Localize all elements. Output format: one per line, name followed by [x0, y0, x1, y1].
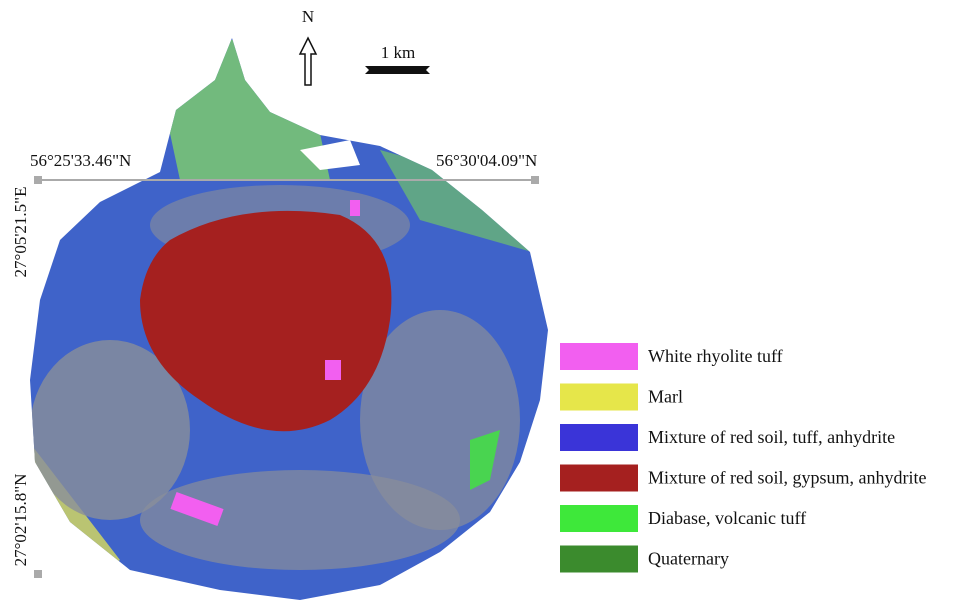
coordinate-label: 27°02'15.8"N — [11, 474, 30, 567]
legend: White rhyolite tuff Marl Mixture of red so… — [560, 343, 926, 573]
north-label: N — [302, 7, 314, 26]
legend-label: Mixture of red soil, gypsum, anhydrite — [648, 468, 926, 488]
map-figure: N 1 km 56°25'33.46"N 56°30'04.09"N 27°05… — [0, 0, 980, 604]
coordinate-label: 27°05'21.5"E — [11, 187, 30, 278]
legend-label: Marl — [648, 387, 683, 407]
coordinate-label: 56°25'33.46"N — [30, 151, 131, 170]
north-arrow: N — [300, 7, 316, 85]
legend-swatch — [560, 343, 638, 370]
legend-swatch — [560, 465, 638, 492]
geology-map — [0, 0, 600, 604]
scale-bar: 1 km — [365, 43, 430, 74]
scale-label: 1 km — [381, 43, 415, 62]
legend-swatch — [560, 384, 638, 411]
legend-label: Diabase, volcanic tuff — [648, 508, 806, 528]
legend-swatch — [560, 505, 638, 532]
legend-swatch — [560, 424, 638, 451]
legend-label: White rhyolite tuff — [648, 346, 783, 366]
coordinate-label: 56°30'04.09"N — [436, 151, 537, 170]
legend-label: Quaternary — [648, 549, 729, 569]
legend-label: Mixture of red soil, tuff, anhydrite — [648, 427, 895, 447]
legend-swatch — [560, 546, 638, 573]
